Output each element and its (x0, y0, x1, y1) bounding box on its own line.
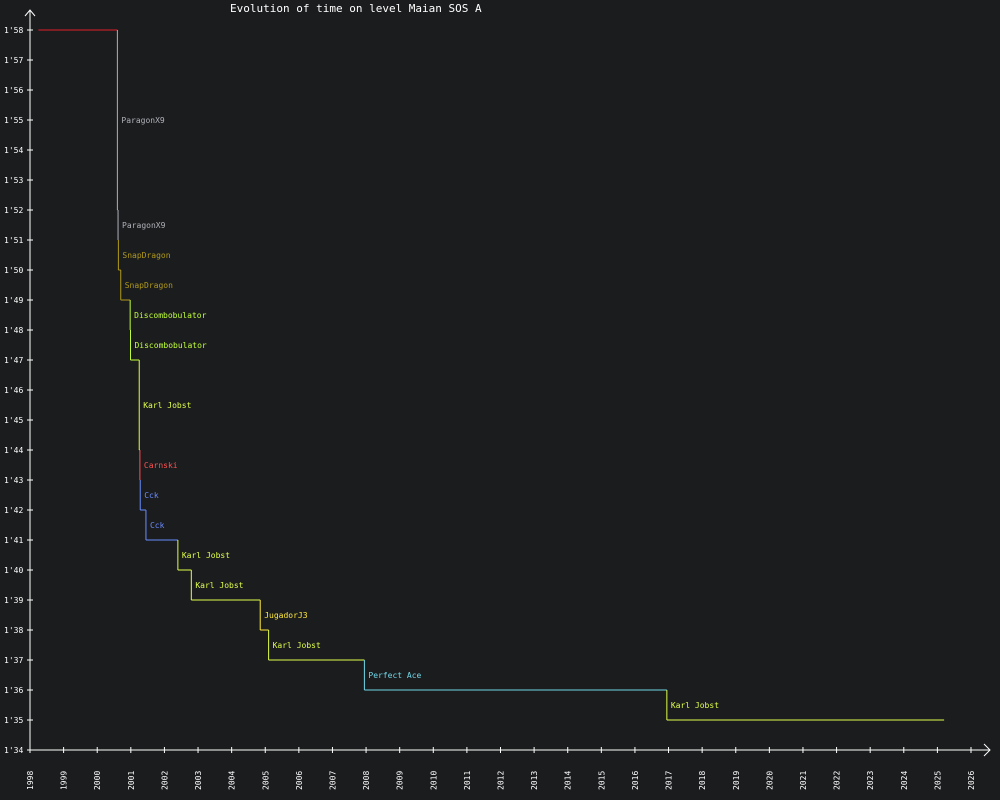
x-tick-label: 1999 (60, 771, 69, 790)
record-label: Discombobulator (134, 311, 206, 320)
y-tick-label: 1'37 (4, 656, 23, 665)
record-label: Karl Jobst (143, 401, 191, 410)
y-tick-label: 1'36 (4, 686, 23, 695)
y-tick-label: 1'48 (4, 326, 23, 335)
record-label: ParagonX9 (122, 221, 166, 230)
y-axis-arrow (24, 9, 36, 17)
y-tick-label: 1'34 (4, 746, 23, 755)
record-labels: ParagonX9 ParagonX9 SnapDragon SnapDragon Di… (121, 116, 719, 710)
x-tick-label: 2008 (362, 771, 371, 790)
x-tick-label: 1998 (26, 771, 35, 790)
x-tick-label: 2014 (564, 771, 573, 790)
y-tick-label: 1'43 (4, 476, 23, 485)
x-tick-label: 2021 (799, 771, 808, 790)
y-tick-label: 1'49 (4, 296, 23, 305)
record-label: Perfect Ace (368, 671, 421, 680)
x-tick-label: 2010 (429, 771, 438, 790)
x-tick-label: 2025 (933, 771, 942, 790)
axes (24, 9, 991, 757)
y-tick-label: 1'41 (4, 536, 23, 545)
record-label: ParagonX9 (121, 116, 165, 125)
x-tick-label: 2018 (698, 771, 707, 790)
x-tick-label: 2026 (967, 771, 976, 790)
x-tick-label: 2023 (866, 771, 875, 790)
y-tick-label: 1'39 (4, 596, 23, 605)
y-tick-label: 1'53 (4, 176, 23, 185)
record-label: Karl Jobst (195, 581, 243, 590)
x-axis-arrow (983, 743, 991, 757)
x-tick-label: 2016 (631, 771, 640, 790)
x-axis-ticks: 1998 1999 2000 2001 2002 2003 2004 2005 2006 2007… (26, 747, 976, 790)
record-label: Karl Jobst (273, 641, 321, 650)
x-tick-label: 2012 (497, 771, 506, 790)
x-tick-label: 2003 (194, 771, 203, 790)
record-label: Karl Jobst (671, 701, 719, 710)
y-tick-label: 1'54 (4, 146, 23, 155)
y-tick-label: 1'50 (4, 266, 23, 275)
y-tick-label: 1'35 (4, 716, 23, 725)
x-tick-label: 2000 (93, 771, 102, 790)
y-tick-label: 1'40 (4, 566, 23, 575)
x-tick-label: 2001 (127, 771, 136, 790)
record-label: JugadorJ3 (264, 611, 308, 620)
x-tick-label: 2020 (765, 771, 774, 790)
y-tick-label: 1'44 (4, 446, 23, 455)
x-tick-label: 2004 (228, 771, 237, 790)
x-tick-label: 2015 (597, 771, 606, 790)
record-label: Carnski (144, 461, 178, 470)
record-label: Cck (144, 491, 159, 500)
y-tick-label: 1'52 (4, 206, 23, 215)
x-tick-label: 2024 (900, 771, 909, 790)
y-tick-label: 1'46 (4, 386, 23, 395)
x-tick-label: 2006 (295, 771, 304, 790)
record-line (38, 29, 945, 721)
x-tick-label: 2002 (160, 771, 169, 790)
x-tick-label: 2022 (833, 771, 842, 790)
chart-title: Evolution of time on level Maian SOS A (230, 2, 482, 15)
y-tick-label: 1'38 (4, 626, 23, 635)
y-tick-label: 1'58 (4, 26, 23, 35)
y-tick-label: 1'51 (4, 236, 23, 245)
y-tick-label: 1'47 (4, 356, 23, 365)
record-label: SnapDragon (122, 251, 170, 260)
x-tick-label: 2013 (530, 771, 539, 790)
y-axis-ticks: 1'34 1'35 1'36 1'37 1'38 1'39 1'40 1'41 1'42 1'43… (4, 26, 33, 755)
x-tick-label: 2017 (665, 771, 674, 790)
y-tick-label: 1'57 (4, 56, 23, 65)
y-tick-label: 1'45 (4, 416, 23, 425)
record-label: SnapDragon (125, 281, 173, 290)
y-tick-label: 1'56 (4, 86, 23, 95)
x-tick-label: 2011 (463, 771, 472, 790)
record-label: Karl Jobst (182, 551, 230, 560)
record-label: Discombobulator (134, 341, 206, 350)
x-tick-label: 2005 (261, 771, 270, 790)
x-tick-label: 2007 (328, 771, 337, 790)
record-label: Cck (150, 521, 165, 530)
x-tick-label: 2019 (732, 771, 741, 790)
x-tick-label: 2009 (396, 771, 405, 790)
y-tick-label: 1'55 (4, 116, 23, 125)
y-tick-label: 1'42 (4, 506, 23, 515)
